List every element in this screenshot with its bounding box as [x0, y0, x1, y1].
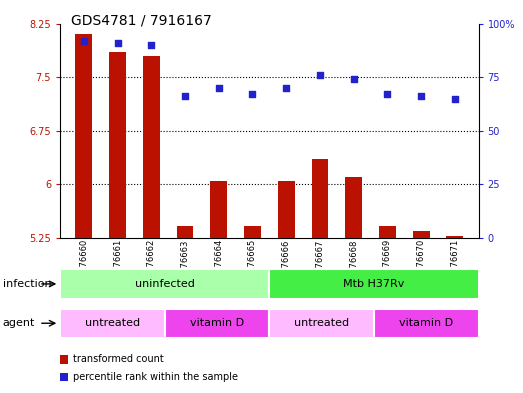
Text: percentile rank within the sample: percentile rank within the sample — [73, 372, 238, 382]
Text: vitamin D: vitamin D — [399, 318, 453, 328]
Bar — [447, 236, 463, 238]
Text: uninfected: uninfected — [135, 279, 195, 289]
Text: agent: agent — [3, 318, 35, 328]
Text: untreated: untreated — [294, 318, 349, 328]
Point — [113, 40, 122, 46]
Point — [214, 84, 223, 91]
Text: GDS4781 / 7916167: GDS4781 / 7916167 — [71, 14, 211, 28]
Point — [181, 93, 189, 99]
Bar — [269, 269, 479, 299]
Bar — [374, 309, 479, 338]
Bar — [177, 226, 194, 238]
Bar — [244, 226, 261, 238]
Text: vitamin D: vitamin D — [190, 318, 244, 328]
Bar — [109, 52, 126, 238]
Text: untreated: untreated — [85, 318, 140, 328]
Bar — [379, 226, 396, 238]
Bar — [312, 159, 328, 238]
Point — [349, 76, 358, 83]
Bar — [60, 269, 269, 299]
Bar — [75, 34, 92, 238]
Point — [248, 91, 257, 97]
Bar — [210, 181, 227, 238]
Bar — [269, 309, 374, 338]
Point — [383, 91, 392, 97]
Text: infection: infection — [3, 279, 51, 289]
Bar — [278, 181, 294, 238]
Point — [282, 84, 290, 91]
Bar — [165, 309, 269, 338]
Point — [147, 42, 155, 48]
Point — [316, 72, 324, 78]
Text: Mtb H37Rv: Mtb H37Rv — [343, 279, 405, 289]
Point — [79, 38, 88, 44]
Bar — [60, 309, 165, 338]
Point — [417, 93, 425, 99]
Bar — [345, 177, 362, 238]
Point — [451, 95, 459, 102]
Bar — [413, 231, 429, 238]
Text: transformed count: transformed count — [73, 354, 164, 364]
Bar — [143, 56, 160, 238]
